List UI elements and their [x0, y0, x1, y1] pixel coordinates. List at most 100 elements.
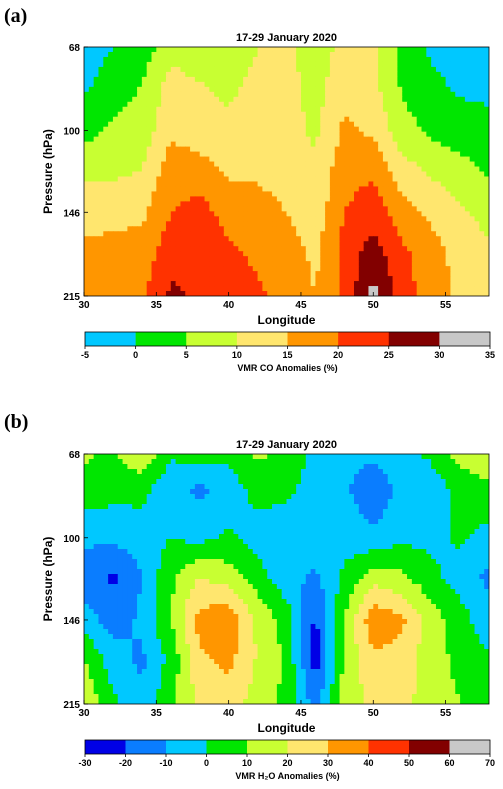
- contour-cell: [233, 86, 239, 93]
- contour-cell: [103, 151, 109, 158]
- contour-cell: [84, 459, 90, 465]
- contour-cell: [334, 126, 341, 133]
- contour-cell: [204, 266, 210, 272]
- contour-cell: [272, 276, 278, 282]
- contour-cell: [392, 101, 398, 108]
- contour-cell: [474, 61, 480, 68]
- contour-cell: [233, 111, 239, 118]
- contour-cell: [329, 241, 336, 247]
- contour-cell: [315, 206, 321, 212]
- contour-cell: [132, 484, 138, 490]
- contour-cell: [397, 151, 403, 158]
- contour-cell: [117, 231, 124, 237]
- contour-cell: [300, 271, 307, 277]
- contour-cell: [387, 221, 394, 227]
- contour-cell: [387, 131, 394, 138]
- contour-cell: [243, 494, 249, 500]
- contour-cell: [421, 156, 427, 163]
- contour-cell: [112, 176, 119, 183]
- contour-cell: [484, 131, 489, 138]
- contour-cell: [132, 271, 138, 277]
- contour-cell: [300, 151, 307, 158]
- contour-cell: [440, 151, 447, 158]
- contour-cell: [151, 161, 157, 168]
- contour-cell: [416, 286, 423, 292]
- contour-cell: [334, 291, 341, 296]
- contour-cell: [214, 271, 220, 277]
- contour-cell: [397, 156, 403, 163]
- contour-cell: [117, 464, 124, 470]
- contour-cell: [214, 276, 220, 282]
- contour-cell: [445, 474, 452, 480]
- contour-cell: [117, 71, 124, 78]
- contour-cell: [88, 66, 95, 73]
- contour-cell: [281, 276, 288, 282]
- contour-cell: [440, 196, 447, 202]
- contour-cell: [209, 111, 215, 118]
- contour-cell: [296, 66, 302, 73]
- contour-cell: [329, 166, 336, 173]
- contour-cell: [194, 81, 201, 88]
- contour-cell: [243, 186, 249, 193]
- contour-cell: [194, 196, 201, 202]
- contour-cell: [445, 56, 452, 63]
- contour-cell: [262, 246, 268, 252]
- contour-cell: [137, 251, 143, 257]
- contour-cell: [460, 286, 466, 292]
- contour-cell: [363, 81, 370, 88]
- contour-cell: [339, 91, 345, 98]
- contour-cell: [382, 454, 389, 460]
- contour-cell: [378, 176, 384, 183]
- contour-cell: [156, 236, 162, 242]
- contour-cell: [170, 141, 177, 148]
- contour-cell: [209, 166, 215, 173]
- contour-cell: [272, 226, 278, 232]
- contour-cell: [460, 469, 466, 475]
- contour-cell: [93, 276, 100, 282]
- contour-cell: [460, 206, 466, 212]
- contour-cell: [402, 226, 408, 232]
- contour-cell: [286, 196, 292, 202]
- contour-cell: [460, 141, 466, 148]
- contour-cell: [127, 266, 133, 272]
- contour-cell: [267, 106, 273, 113]
- contour-cell: [262, 226, 268, 232]
- contour-cell: [122, 454, 128, 460]
- contour-cell: [416, 126, 423, 133]
- contour-cell: [194, 454, 201, 460]
- contour-cell: [291, 51, 297, 58]
- contour-cell: [484, 266, 489, 272]
- contour-cell: [204, 201, 210, 207]
- contour-cell: [450, 66, 456, 73]
- contour-cell: [146, 161, 153, 168]
- contour-cell: [354, 241, 360, 247]
- contour-cell: [185, 246, 191, 252]
- contour-cell: [223, 171, 230, 178]
- contour-cell: [122, 281, 128, 287]
- contour-cell: [416, 276, 423, 282]
- contour-cell: [262, 286, 268, 292]
- contour-cell: [281, 121, 288, 128]
- contour-cell: [98, 47, 104, 53]
- contour-cell: [247, 256, 254, 262]
- contour-cell: [445, 221, 452, 227]
- contour-cell: [349, 176, 355, 183]
- contour-cell: [300, 231, 307, 237]
- contour-cell: [180, 206, 186, 212]
- contour-cell: [132, 76, 138, 83]
- contour-cell: [334, 236, 341, 242]
- contour-cell: [204, 91, 210, 98]
- contour-cell: [108, 151, 114, 158]
- contour-cell: [257, 86, 263, 93]
- contour-cell: [450, 156, 456, 163]
- contour-cell: [416, 246, 423, 252]
- contour-cell: [329, 271, 336, 277]
- contour-cell: [88, 111, 95, 118]
- contour-cell: [339, 86, 345, 93]
- contour-cell: [214, 251, 220, 257]
- contour-cell: [223, 156, 230, 163]
- contour-cell: [460, 261, 466, 267]
- contour-cell: [387, 111, 394, 118]
- contour-cell: [219, 131, 225, 138]
- contour-cell: [252, 211, 259, 217]
